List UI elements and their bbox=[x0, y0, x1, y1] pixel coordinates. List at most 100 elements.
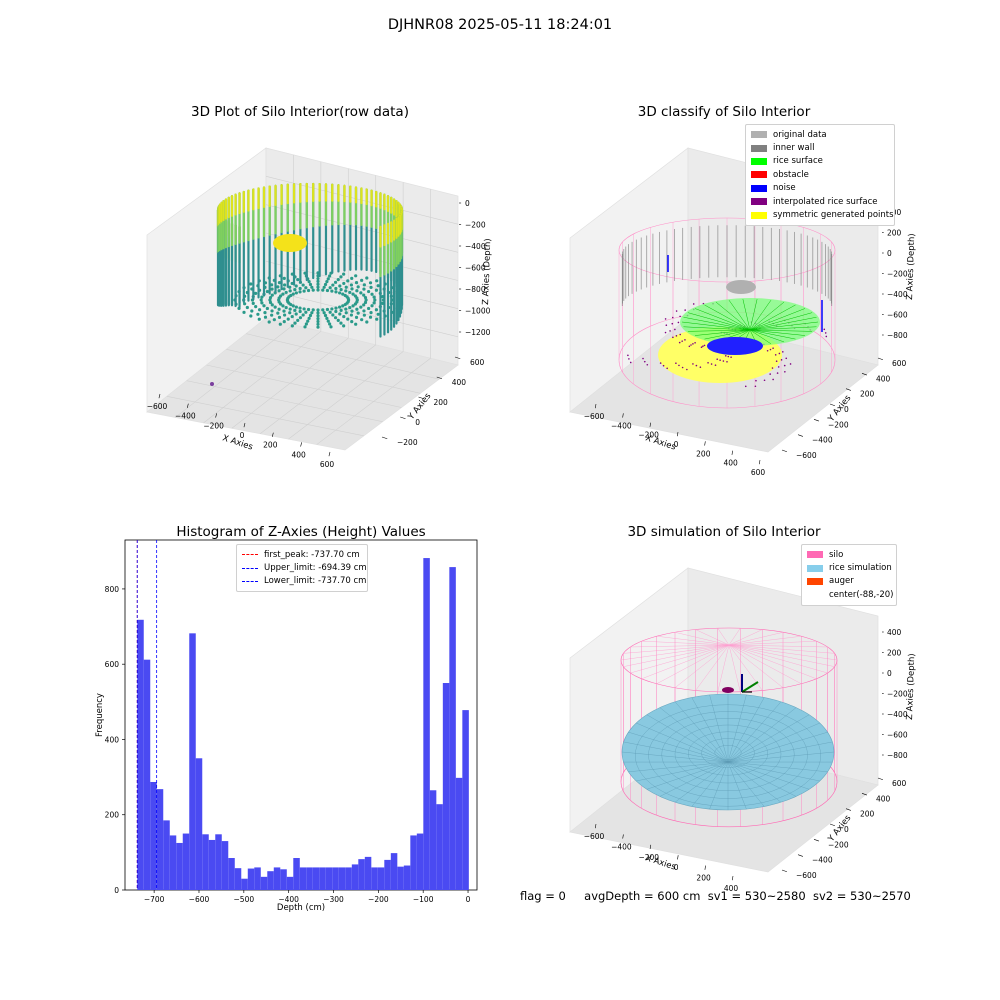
raw-floor-point bbox=[288, 285, 292, 289]
raw-floor-point bbox=[242, 286, 246, 290]
raw-floor-point bbox=[291, 292, 295, 296]
raw-floor-point bbox=[375, 279, 379, 283]
legend-swatch bbox=[751, 144, 767, 152]
classify-interpolated-point bbox=[781, 351, 784, 353]
raw-floor-point bbox=[289, 302, 293, 307]
classify-rice-ray bbox=[749, 329, 813, 332]
simulation-rice-mesh bbox=[709, 761, 729, 810]
simulation-rice-mesh bbox=[727, 731, 828, 763]
histogram-bar bbox=[137, 619, 144, 890]
classify-interpolated-point bbox=[734, 329, 737, 332]
simulation-silo-top-ring bbox=[620, 627, 838, 693]
legend-entry: interpolated rice surface bbox=[751, 195, 889, 208]
simulation-plot-title: 3D simulation of Silo Interior bbox=[627, 524, 821, 540]
raw-floor-point bbox=[367, 306, 371, 311]
raw-y-tick-mark bbox=[454, 356, 461, 360]
raw-floor-point bbox=[368, 281, 373, 285]
histogram-bar bbox=[169, 835, 177, 890]
raw-obstacle-cluster bbox=[273, 234, 307, 252]
simulation-silo-roof-line bbox=[728, 628, 741, 646]
classify-plot-title: 3D classify of Silo Interior bbox=[637, 104, 811, 120]
histogram-bar bbox=[403, 865, 411, 890]
classify-rice-ray bbox=[749, 326, 817, 331]
classify-interpolated-point bbox=[749, 343, 752, 346]
raw-floor-point bbox=[289, 293, 293, 298]
raw-floor-point bbox=[372, 295, 376, 299]
simulation-rice-mesh bbox=[701, 738, 755, 768]
raw-floor-point bbox=[338, 284, 342, 288]
simulation-y-tick-mark bbox=[781, 869, 788, 873]
raw-floor-point bbox=[254, 305, 258, 309]
classify-original-data-cluster bbox=[726, 280, 756, 294]
raw-floor-point bbox=[323, 282, 328, 287]
raw-y-tick-label: 600 bbox=[470, 358, 485, 367]
simulation-y-tick-mark bbox=[797, 854, 804, 857]
raw-floor-point bbox=[270, 293, 274, 297]
histogram-bar bbox=[338, 867, 346, 890]
classify-interpolated-point bbox=[694, 342, 696, 344]
histogram-y-tick-label: 800 bbox=[105, 585, 120, 594]
raw-floor-point bbox=[316, 288, 320, 292]
legend-swatch bbox=[751, 131, 767, 139]
histogram-legend: first_peak: -737.70 cm Upper_limit: -694.… bbox=[236, 544, 368, 593]
classify-interpolated-point bbox=[791, 324, 793, 327]
raw-floor-point bbox=[356, 311, 360, 315]
classify-interpolated-point bbox=[699, 366, 702, 369]
raw-floor-point bbox=[298, 309, 302, 314]
simulation-rice-mesh bbox=[621, 751, 729, 763]
raw-floor-point bbox=[395, 290, 399, 294]
histogram-bar bbox=[286, 876, 294, 890]
simulation-z-tick-label: 200 bbox=[887, 649, 902, 658]
histogram-bar bbox=[273, 867, 281, 890]
simulation-silo-roof-line bbox=[728, 629, 763, 646]
histogram-bar bbox=[267, 871, 274, 890]
histogram-x-tick-label: −700 bbox=[144, 895, 165, 904]
classify-y-tick-label: 200 bbox=[860, 390, 875, 399]
raw-z-tick-label: −400 bbox=[465, 242, 486, 251]
raw-floor-point bbox=[338, 291, 342, 295]
simulation-rice-mesh bbox=[727, 707, 797, 763]
simulation-y-tick-label: −600 bbox=[796, 871, 817, 880]
classify-interpolated-point bbox=[662, 364, 665, 367]
histogram-bar bbox=[449, 567, 456, 890]
simulation-silo-roof-line bbox=[728, 644, 741, 692]
classify-rice-ray bbox=[749, 316, 817, 331]
raw-floor-point bbox=[265, 289, 269, 294]
raw-floor-point bbox=[250, 287, 254, 291]
classify-rice-ray bbox=[749, 301, 785, 331]
raw-floor-point bbox=[376, 312, 380, 316]
classify-interpolated-point bbox=[772, 378, 774, 381]
simulation-z-tick-label: −800 bbox=[887, 751, 908, 760]
raw-floor-point bbox=[338, 312, 342, 316]
classify-interpolated-point bbox=[807, 326, 809, 328]
legend-label: center(-88,-20) bbox=[829, 589, 894, 600]
raw-floor-point bbox=[341, 304, 345, 308]
classify-rice-ray bbox=[749, 329, 772, 345]
raw-floor-point bbox=[281, 292, 285, 296]
histogram-bar bbox=[221, 841, 229, 890]
simulation-rice-mesh bbox=[714, 745, 742, 760]
classify-legend: original data inner wall rice surface obsta… bbox=[745, 124, 895, 226]
simulation-x-tick-label: 0 bbox=[674, 863, 679, 872]
raw-xlabel: X Axies bbox=[221, 433, 254, 452]
classify-y-tick-mark bbox=[797, 434, 804, 437]
classify-rice-ray bbox=[749, 321, 819, 331]
classify-interpolated-point bbox=[677, 321, 680, 324]
raw-floor-point bbox=[286, 317, 290, 321]
classify-interpolated-point bbox=[700, 346, 703, 348]
raw-y-tick-mark bbox=[436, 376, 443, 380]
raw-floor-point bbox=[307, 280, 311, 284]
simulation-silo-roof-line bbox=[728, 636, 802, 646]
raw-floor-point bbox=[287, 301, 291, 305]
histogram-y-tick-label: 0 bbox=[114, 886, 119, 895]
histogram-bar bbox=[234, 868, 242, 890]
simulation-x-tick-mark bbox=[622, 834, 624, 839]
raw-floor-point bbox=[355, 289, 359, 293]
legend-swatch bbox=[242, 567, 258, 569]
raw-floor-point bbox=[349, 313, 353, 317]
raw-floor-point bbox=[284, 290, 288, 295]
histogram-bar bbox=[397, 866, 404, 890]
raw-floor-point bbox=[333, 280, 338, 284]
classify-rice-ray bbox=[742, 299, 751, 331]
simulation-x-tick-label: −400 bbox=[611, 842, 632, 851]
